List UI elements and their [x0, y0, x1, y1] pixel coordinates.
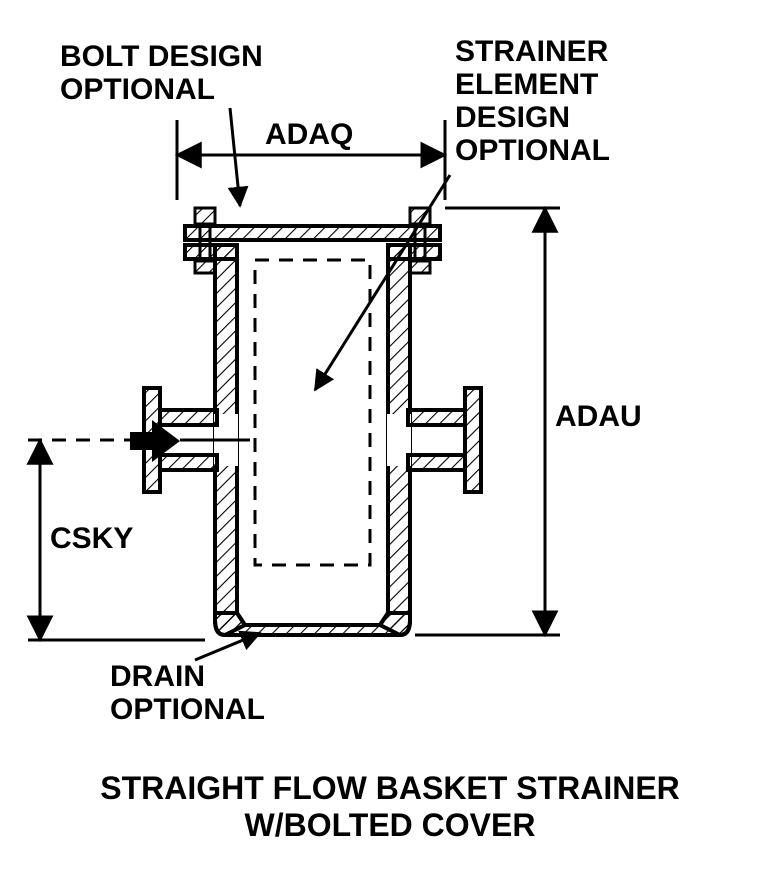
leader-bolt — [230, 108, 240, 206]
strainer-basket — [255, 260, 370, 565]
title-line2: W/BOLTED COVER — [245, 807, 536, 843]
label-csky: CSKY — [50, 522, 133, 555]
diagram-title: STRAIGHT FLOW BASKET STRAINER W/BOLTED C… — [0, 770, 780, 844]
label-bolt-design: BOLT DESIGN OPTIONAL — [60, 40, 263, 106]
label-strainer-element: STRAINER ELEMENT DESIGN OPTIONAL — [455, 35, 610, 167]
label-drain: DRAIN OPTIONAL — [110, 660, 265, 726]
strainer-body — [144, 208, 481, 635]
leader-drain — [195, 633, 260, 660]
label-adau: ADAU — [555, 400, 642, 433]
title-line1: STRAIGHT FLOW BASKET STRAINER — [100, 770, 680, 806]
diagram-container: { "labels": { "bolt_design": "BOLT DESIG… — [0, 0, 780, 870]
diagram-svg — [0, 0, 780, 870]
label-adaq: ADAQ — [265, 118, 353, 151]
